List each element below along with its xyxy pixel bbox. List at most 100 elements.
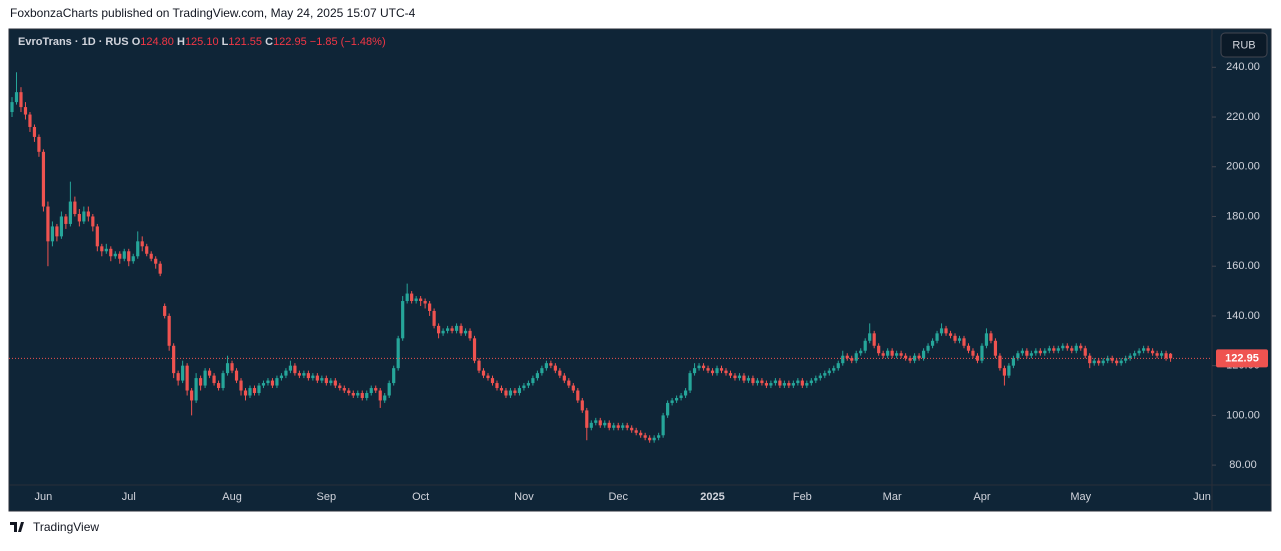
candle-body [558,370,562,376]
candle-body [194,378,198,401]
candle-body [809,380,813,384]
candle-body [935,333,939,341]
candle-body [95,226,99,247]
candle-body [1128,355,1132,359]
candle-body [477,360,481,371]
candle-body [881,353,885,356]
candle-body [423,301,427,304]
candle-body [1025,350,1029,356]
candle-body [46,206,50,242]
candle-body [544,363,548,369]
candle-body [688,373,692,391]
candle-body [737,375,742,379]
candle-body [360,393,364,398]
candle-body [1020,350,1024,354]
candle-body [37,136,41,152]
candle-body [230,363,234,371]
chart-panel [8,28,1272,512]
x-tick-label: Aug [222,491,242,503]
candle-body [311,375,315,379]
candle-body [733,375,737,379]
candle-body [329,380,333,384]
candle-body [971,350,975,356]
candle-body [648,437,652,441]
candle-body [921,350,926,359]
candle-body [553,365,557,371]
candle-body [1106,358,1110,361]
candle-body [1159,353,1164,356]
x-tick-label: Apr [973,491,990,503]
candle-body [836,363,840,369]
candle-body [917,355,921,359]
candle-body [1133,353,1137,356]
candle-body [1119,360,1123,364]
candle-body [989,333,993,341]
candle-body [437,325,441,334]
candle-body [526,383,531,386]
candle-body [1056,348,1060,351]
candle-body [1002,368,1007,376]
candle-body [877,345,881,354]
candle-body [706,368,710,371]
currency-label[interactable]: RUB [1232,39,1255,51]
candle-body [715,368,719,374]
candle-body [1034,350,1038,354]
candle-body [594,420,598,423]
candle-body [823,373,827,376]
candle-body [181,365,185,381]
candle-body [760,380,764,384]
candle-body [926,345,930,351]
candle-body [1079,345,1083,349]
candle-body [410,293,414,302]
legend-change: −1.85 (−1.48%) [310,36,386,48]
candle-body [207,370,212,376]
currency-button[interactable] [1220,32,1268,58]
candle-body [127,251,131,262]
candle-body [293,365,297,374]
candle-body [899,353,903,356]
candle-body [216,383,221,389]
candle-body [23,107,28,115]
x-tick-label: Feb [793,491,812,503]
candle-body [616,425,620,428]
candle-body [1110,358,1114,361]
candle-body [342,388,346,391]
last-price-badge [1216,349,1268,368]
candle-body [1065,345,1069,349]
candle-body [531,378,535,384]
candle-body [1146,348,1150,351]
legend-value: 124.80 [140,36,174,48]
candle-body [782,383,786,386]
candle-body [199,378,203,386]
candle-body [221,373,225,389]
candle-body [297,373,301,376]
candle-body [791,383,795,386]
candle-body [535,373,539,379]
y-tick-label: 140.00 [1226,310,1260,322]
candle-body [100,246,104,252]
legend-value: 122.95 [273,36,307,48]
candle-body [944,328,948,334]
candle-body [908,358,912,361]
publisher-line: FoxbonzaCharts published on TradingView.… [10,6,416,20]
candle-body [59,216,63,237]
candle-body [252,388,257,394]
candle-body [432,310,436,326]
candle-body [279,375,284,379]
candle-body [975,355,980,361]
candle-body [261,383,266,386]
candle-body [504,390,508,396]
candle-body [666,402,670,416]
x-tick-label: Jul [122,491,136,503]
x-tick-label: Nov [514,491,534,503]
candle-body [419,298,423,302]
candle-body [158,263,162,274]
candle-body [86,211,90,217]
candle-body [1043,350,1047,354]
candle-body [522,385,526,389]
candle-body [405,293,409,302]
candle-body [872,333,876,346]
candle-body [392,368,396,384]
candle-body [1074,345,1078,351]
